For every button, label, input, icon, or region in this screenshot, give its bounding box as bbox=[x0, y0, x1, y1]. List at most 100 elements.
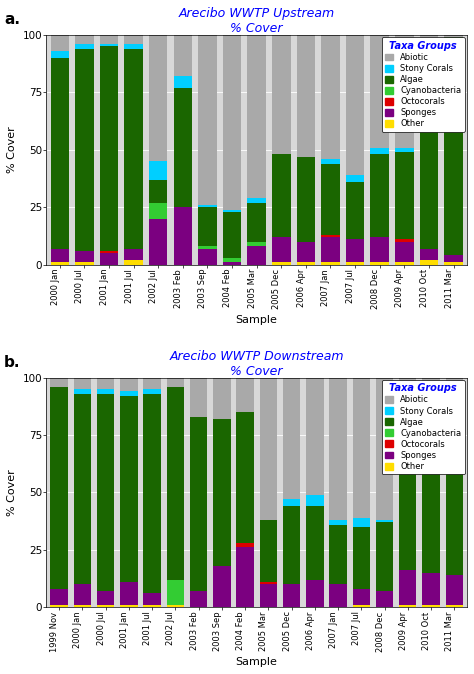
Bar bbox=[419, 92, 438, 249]
Bar bbox=[237, 547, 254, 607]
Bar bbox=[321, 35, 340, 159]
X-axis label: Sample: Sample bbox=[236, 657, 278, 667]
Bar bbox=[166, 377, 184, 387]
Bar bbox=[173, 35, 192, 76]
Bar bbox=[346, 35, 365, 175]
Bar bbox=[143, 605, 161, 607]
Bar bbox=[376, 377, 393, 520]
Bar bbox=[50, 387, 68, 589]
Bar bbox=[237, 412, 254, 543]
Bar bbox=[260, 582, 277, 584]
Bar bbox=[120, 396, 137, 582]
Bar bbox=[353, 589, 370, 605]
Bar bbox=[124, 249, 143, 260]
Bar bbox=[306, 377, 324, 495]
Bar bbox=[75, 35, 94, 44]
Bar bbox=[213, 377, 230, 419]
Bar bbox=[444, 262, 463, 265]
Bar bbox=[446, 377, 463, 400]
Bar bbox=[422, 377, 440, 394]
Bar bbox=[321, 235, 340, 237]
Bar bbox=[353, 518, 370, 527]
Bar bbox=[75, 262, 94, 265]
Bar bbox=[371, 35, 389, 148]
Title: Arecibo WWTP Upstream
% Cover: Arecibo WWTP Upstream % Cover bbox=[179, 7, 335, 35]
Bar bbox=[73, 605, 91, 607]
Bar bbox=[371, 262, 389, 265]
Bar bbox=[353, 377, 370, 518]
Bar bbox=[100, 251, 118, 253]
Bar bbox=[149, 218, 167, 265]
Bar bbox=[73, 389, 91, 394]
Bar bbox=[371, 154, 389, 237]
Bar bbox=[272, 237, 291, 262]
Bar bbox=[247, 203, 266, 242]
Bar bbox=[446, 400, 463, 405]
Bar bbox=[173, 88, 192, 207]
Bar bbox=[100, 35, 118, 44]
Bar bbox=[100, 44, 118, 47]
Bar bbox=[260, 377, 277, 520]
Bar bbox=[272, 262, 291, 265]
Bar bbox=[395, 35, 413, 148]
Bar bbox=[143, 389, 161, 394]
Bar bbox=[124, 44, 143, 49]
Bar bbox=[399, 377, 417, 435]
Bar bbox=[306, 580, 324, 607]
Bar bbox=[223, 210, 241, 212]
Bar bbox=[399, 605, 417, 607]
Bar bbox=[124, 260, 143, 265]
Bar bbox=[395, 152, 413, 239]
Bar bbox=[444, 255, 463, 262]
Bar bbox=[51, 249, 69, 262]
Bar bbox=[51, 58, 69, 249]
Bar bbox=[237, 377, 254, 412]
Bar bbox=[446, 575, 463, 605]
Bar bbox=[395, 148, 413, 152]
Bar bbox=[283, 506, 300, 584]
Bar bbox=[143, 593, 161, 605]
Bar bbox=[149, 161, 167, 180]
Bar bbox=[173, 76, 192, 88]
Bar bbox=[422, 573, 440, 605]
Bar bbox=[73, 377, 91, 389]
Bar bbox=[223, 262, 241, 265]
Title: Arecibo WWTP Downstream
% Cover: Arecibo WWTP Downstream % Cover bbox=[169, 350, 344, 377]
Bar bbox=[283, 377, 300, 499]
Bar bbox=[329, 524, 347, 584]
Bar bbox=[321, 237, 340, 262]
Bar bbox=[376, 591, 393, 607]
Bar bbox=[297, 242, 315, 262]
Bar bbox=[97, 377, 114, 389]
Bar bbox=[223, 257, 241, 262]
Bar bbox=[75, 49, 94, 251]
Bar bbox=[346, 182, 365, 239]
Bar bbox=[444, 35, 463, 37]
Bar bbox=[149, 180, 167, 203]
Bar bbox=[353, 605, 370, 607]
Bar bbox=[198, 205, 217, 207]
Bar bbox=[166, 605, 184, 607]
Legend: Abiotic, Stony Corals, Algae, Cyanobacteria, Octocorals, Sponges, Other: Abiotic, Stony Corals, Algae, Cyanobacte… bbox=[382, 380, 465, 474]
Bar bbox=[329, 520, 347, 524]
Bar bbox=[120, 582, 137, 605]
Bar bbox=[329, 377, 347, 520]
Bar bbox=[149, 203, 167, 218]
Bar bbox=[321, 262, 340, 265]
Bar bbox=[346, 175, 365, 182]
Text: b.: b. bbox=[4, 355, 21, 369]
Y-axis label: % Cover: % Cover bbox=[7, 469, 17, 516]
Bar bbox=[272, 154, 291, 237]
Bar bbox=[247, 242, 266, 246]
Bar bbox=[213, 419, 230, 566]
Bar bbox=[419, 260, 438, 265]
Bar bbox=[51, 262, 69, 265]
Bar bbox=[419, 35, 438, 92]
Bar bbox=[149, 35, 167, 161]
Bar bbox=[97, 591, 114, 605]
Bar bbox=[353, 527, 370, 589]
Text: a.: a. bbox=[4, 12, 20, 27]
Bar bbox=[223, 212, 241, 257]
Bar bbox=[395, 242, 413, 262]
Bar bbox=[283, 584, 300, 607]
